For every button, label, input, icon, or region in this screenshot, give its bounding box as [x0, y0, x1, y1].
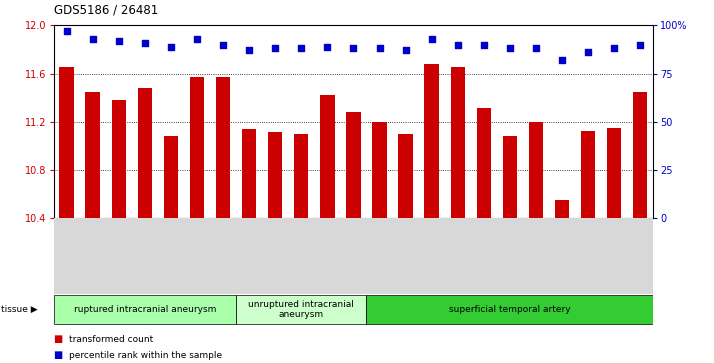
Bar — [164, 136, 178, 218]
Bar — [372, 122, 387, 218]
Bar — [86, 91, 100, 218]
Point — [87, 36, 99, 42]
Point — [426, 36, 438, 42]
Point — [556, 57, 568, 63]
Point — [296, 46, 307, 52]
Text: ■: ■ — [54, 350, 63, 360]
Point — [321, 44, 333, 49]
Point — [139, 40, 151, 46]
Bar — [54, 295, 236, 324]
Point — [635, 42, 646, 48]
Point — [400, 48, 411, 53]
Point — [583, 49, 594, 55]
Point — [165, 44, 176, 49]
Bar — [138, 88, 152, 218]
Point — [478, 42, 490, 48]
Point — [191, 36, 203, 42]
Bar — [503, 136, 517, 218]
Bar — [346, 112, 361, 218]
Point — [608, 46, 620, 52]
Text: GDS5186 / 26481: GDS5186 / 26481 — [54, 3, 158, 16]
Bar — [320, 95, 335, 218]
Bar — [477, 109, 491, 218]
Bar — [529, 122, 543, 218]
Text: ruptured intracranial aneurysm: ruptured intracranial aneurysm — [74, 305, 216, 314]
Bar — [59, 68, 74, 218]
Bar — [633, 91, 648, 218]
Text: superficial temporal artery: superficial temporal artery — [449, 305, 570, 314]
Point — [243, 48, 255, 53]
Point — [217, 42, 228, 48]
Point — [269, 46, 281, 52]
Text: tissue ▶: tissue ▶ — [1, 305, 38, 314]
Bar — [555, 200, 569, 218]
Text: unruptured intracranial
aneurysm: unruptured intracranial aneurysm — [248, 300, 354, 319]
Bar — [190, 77, 204, 218]
Bar — [294, 134, 308, 218]
Bar — [451, 68, 465, 218]
Bar — [366, 295, 653, 324]
Text: ■: ■ — [54, 334, 63, 344]
Bar — [216, 77, 230, 218]
Bar — [581, 131, 595, 218]
Bar — [425, 64, 439, 218]
Point — [348, 46, 359, 52]
Bar — [111, 100, 126, 218]
Point — [531, 46, 542, 52]
Point — [504, 46, 516, 52]
Bar — [236, 295, 366, 324]
Point — [374, 46, 386, 52]
Point — [113, 38, 124, 44]
Point — [452, 42, 463, 48]
Text: transformed count: transformed count — [69, 335, 154, 344]
Bar — [268, 132, 282, 218]
Text: percentile rank within the sample: percentile rank within the sample — [69, 351, 222, 359]
Point — [61, 28, 72, 34]
Bar — [398, 134, 413, 218]
Bar — [607, 128, 621, 218]
Bar — [242, 129, 256, 218]
